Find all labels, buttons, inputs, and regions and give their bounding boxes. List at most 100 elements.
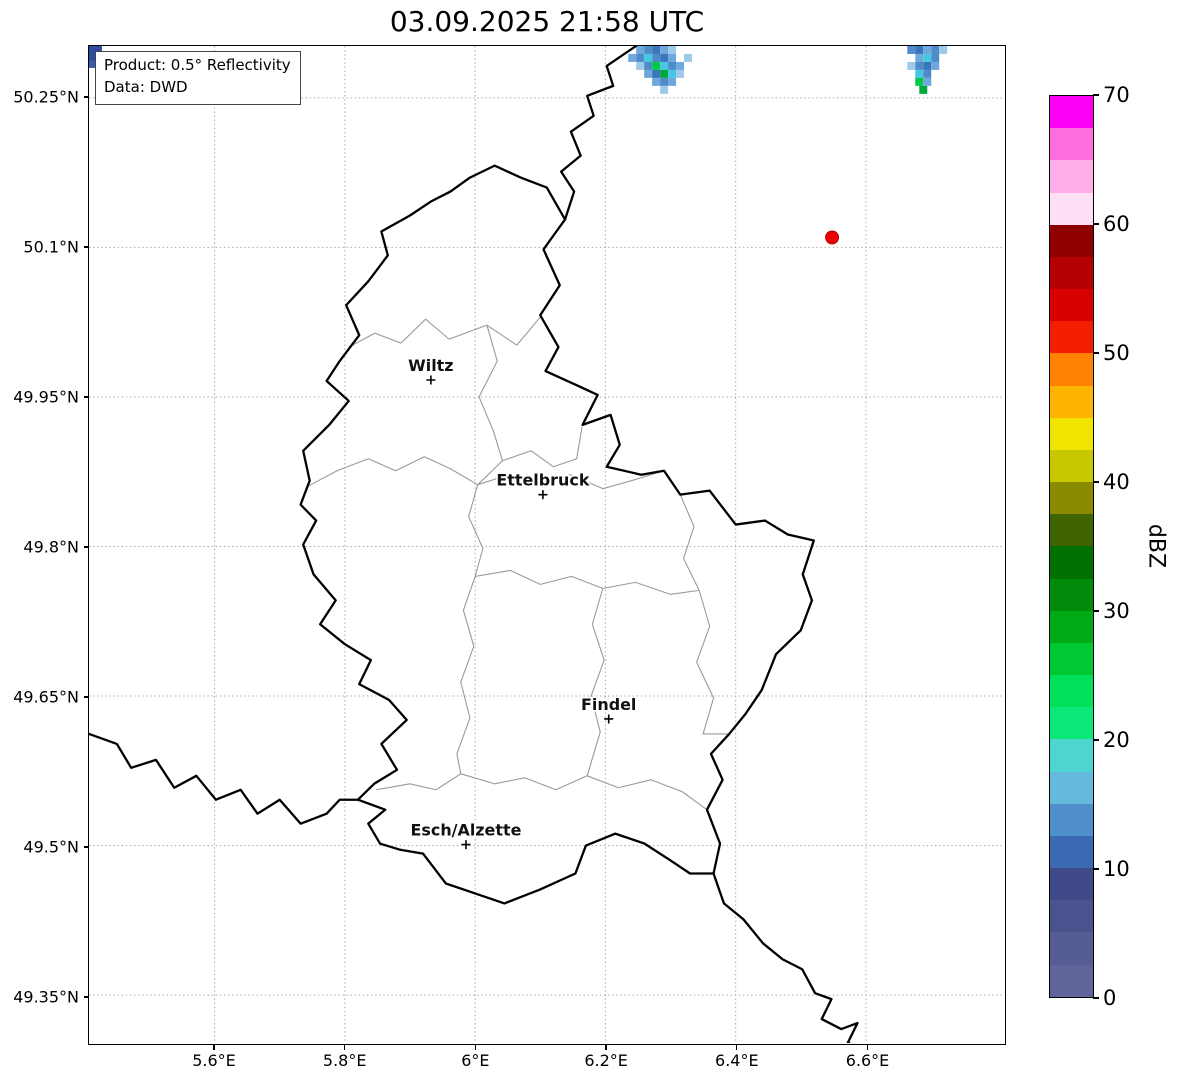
y-axis-tick-label: 49.5°N	[23, 837, 79, 857]
radar-echo-cell	[931, 61, 940, 70]
radar-echo-cell	[668, 46, 677, 54]
axis-tick-mark	[474, 1045, 477, 1050]
axis-tick-mark	[83, 546, 88, 548]
radar-echo-cell	[907, 61, 916, 70]
country-border	[299, 164, 815, 905]
radar-echo-cell	[660, 46, 669, 54]
radar-echo-cell	[636, 53, 645, 62]
axis-tick-mark	[866, 1045, 869, 1050]
radar-echo-cell	[915, 53, 924, 62]
x-axis-tick-label: 6.2°E	[584, 1051, 628, 1070]
canton-border	[586, 588, 605, 776]
colorbar	[1049, 95, 1094, 998]
colorbar-band	[1050, 707, 1093, 740]
colorbar-tick-mark	[1093, 352, 1099, 354]
colorbar-tick-label: 0	[1103, 986, 1117, 1010]
radar-echo-cell	[89, 60, 96, 68]
city-label: Wiltz	[408, 356, 453, 375]
radar-echo-cell	[676, 69, 685, 78]
data-source-line: Data: DWD	[104, 77, 188, 96]
radar-echo-cell	[652, 69, 661, 78]
axis-tick-mark	[83, 96, 88, 98]
axis-tick-mark	[213, 1045, 215, 1050]
radar-echo-cell	[660, 85, 669, 94]
radar-echo-cell	[684, 53, 693, 62]
colorbar-band	[1050, 868, 1093, 901]
city-marker	[538, 490, 548, 500]
colorbar-band	[1050, 578, 1093, 611]
colorbar-tick-mark	[1093, 481, 1099, 483]
colorbar-axis-label: dBZ	[1143, 523, 1169, 569]
colorbar-band	[1050, 417, 1093, 450]
x-axis-tick-label: 6°E	[461, 1051, 490, 1070]
y-axis-tick-label: 49.8°N	[23, 537, 79, 557]
colorbar-band	[1050, 353, 1093, 386]
city-label: Ettelbruck	[496, 471, 589, 490]
colorbar-band	[1050, 321, 1093, 354]
map-plot: Wiltz Ettelbruck Findel Esch/Alzette Produc…	[88, 45, 1006, 1045]
canton-border	[502, 426, 583, 468]
colorbar-band	[1050, 642, 1093, 676]
radar-echo-cell	[660, 61, 669, 70]
colorbar-band	[1050, 482, 1093, 515]
canton-border	[475, 569, 700, 595]
colorbar-tick-label: 40	[1103, 470, 1130, 494]
x-axis-tick-label: 6.6°E	[845, 1051, 890, 1070]
radar-echo-cell	[915, 61, 924, 70]
axis-tick-mark	[83, 696, 88, 698]
radar-echo-cell	[907, 46, 916, 54]
country-border	[89, 732, 360, 825]
colorbar-tick-label: 10	[1103, 857, 1130, 881]
x-axis-tick-label: 5.8°E	[322, 1051, 367, 1070]
y-axis-tick-label: 49.65°N	[13, 687, 79, 707]
radar-site-dot	[825, 230, 840, 245]
radar-echo-cell	[652, 46, 661, 54]
radar-echo-cell	[915, 77, 924, 86]
radar-echo-cell	[652, 61, 661, 70]
colorbar-band	[1050, 610, 1093, 643]
colorbar-band	[1050, 449, 1093, 483]
y-axis-tick-label: 49.95°N	[13, 387, 79, 407]
radar-echo-cell	[668, 53, 677, 62]
radar-echo-cell	[931, 53, 940, 62]
radar-echo-cell	[644, 69, 653, 78]
radar-echo-cell	[668, 61, 677, 70]
radar-echo-cell	[644, 53, 653, 62]
radar-echo-cell	[939, 46, 948, 54]
figure-title: 03.09.2025 21:58 UTC	[389, 5, 705, 38]
radar-echo-cell	[919, 85, 928, 94]
axis-tick-mark	[736, 1045, 738, 1050]
colorbar-tick-label: 20	[1103, 728, 1130, 752]
radar-echo-cell	[636, 61, 645, 70]
radar-echo-cell	[660, 53, 669, 62]
city-label: Findel	[581, 695, 636, 714]
radar-echo-cell	[660, 77, 669, 86]
canton-border	[456, 576, 476, 774]
radar-echo-cell	[923, 46, 932, 54]
colorbar-band	[1050, 514, 1093, 547]
radar-echo-cell	[668, 77, 677, 86]
radar-echo-cell	[923, 53, 932, 62]
colorbar-tick-label: 70	[1103, 83, 1130, 107]
colorbar-band	[1050, 128, 1093, 161]
axis-tick-mark	[83, 396, 88, 398]
product-info-box: Product: 0.5° Reflectivity Data: DWD	[95, 51, 301, 105]
colorbar-tick-mark	[1093, 94, 1099, 96]
radar-echo-cell	[915, 46, 924, 54]
product-line: Product: 0.5° Reflectivity	[104, 56, 291, 74]
radar-echo-cell	[931, 46, 940, 54]
radar-echo-cell	[676, 61, 685, 70]
country-border	[560, 46, 638, 221]
canton-border	[348, 316, 541, 348]
colorbar-tick-label: 60	[1103, 212, 1130, 236]
y-axis-tick-label: 50.25°N	[13, 87, 79, 107]
country-border	[712, 872, 859, 1043]
colorbar-band	[1050, 771, 1093, 804]
radar-echo-cell	[923, 61, 932, 70]
city-marker	[604, 714, 614, 724]
city-label: Esch/Alzette	[411, 821, 522, 840]
axis-tick-mark	[83, 846, 88, 848]
radar-echo-cell	[915, 69, 924, 78]
colorbar-band	[1050, 900, 1093, 933]
colorbar-band	[1050, 96, 1093, 129]
